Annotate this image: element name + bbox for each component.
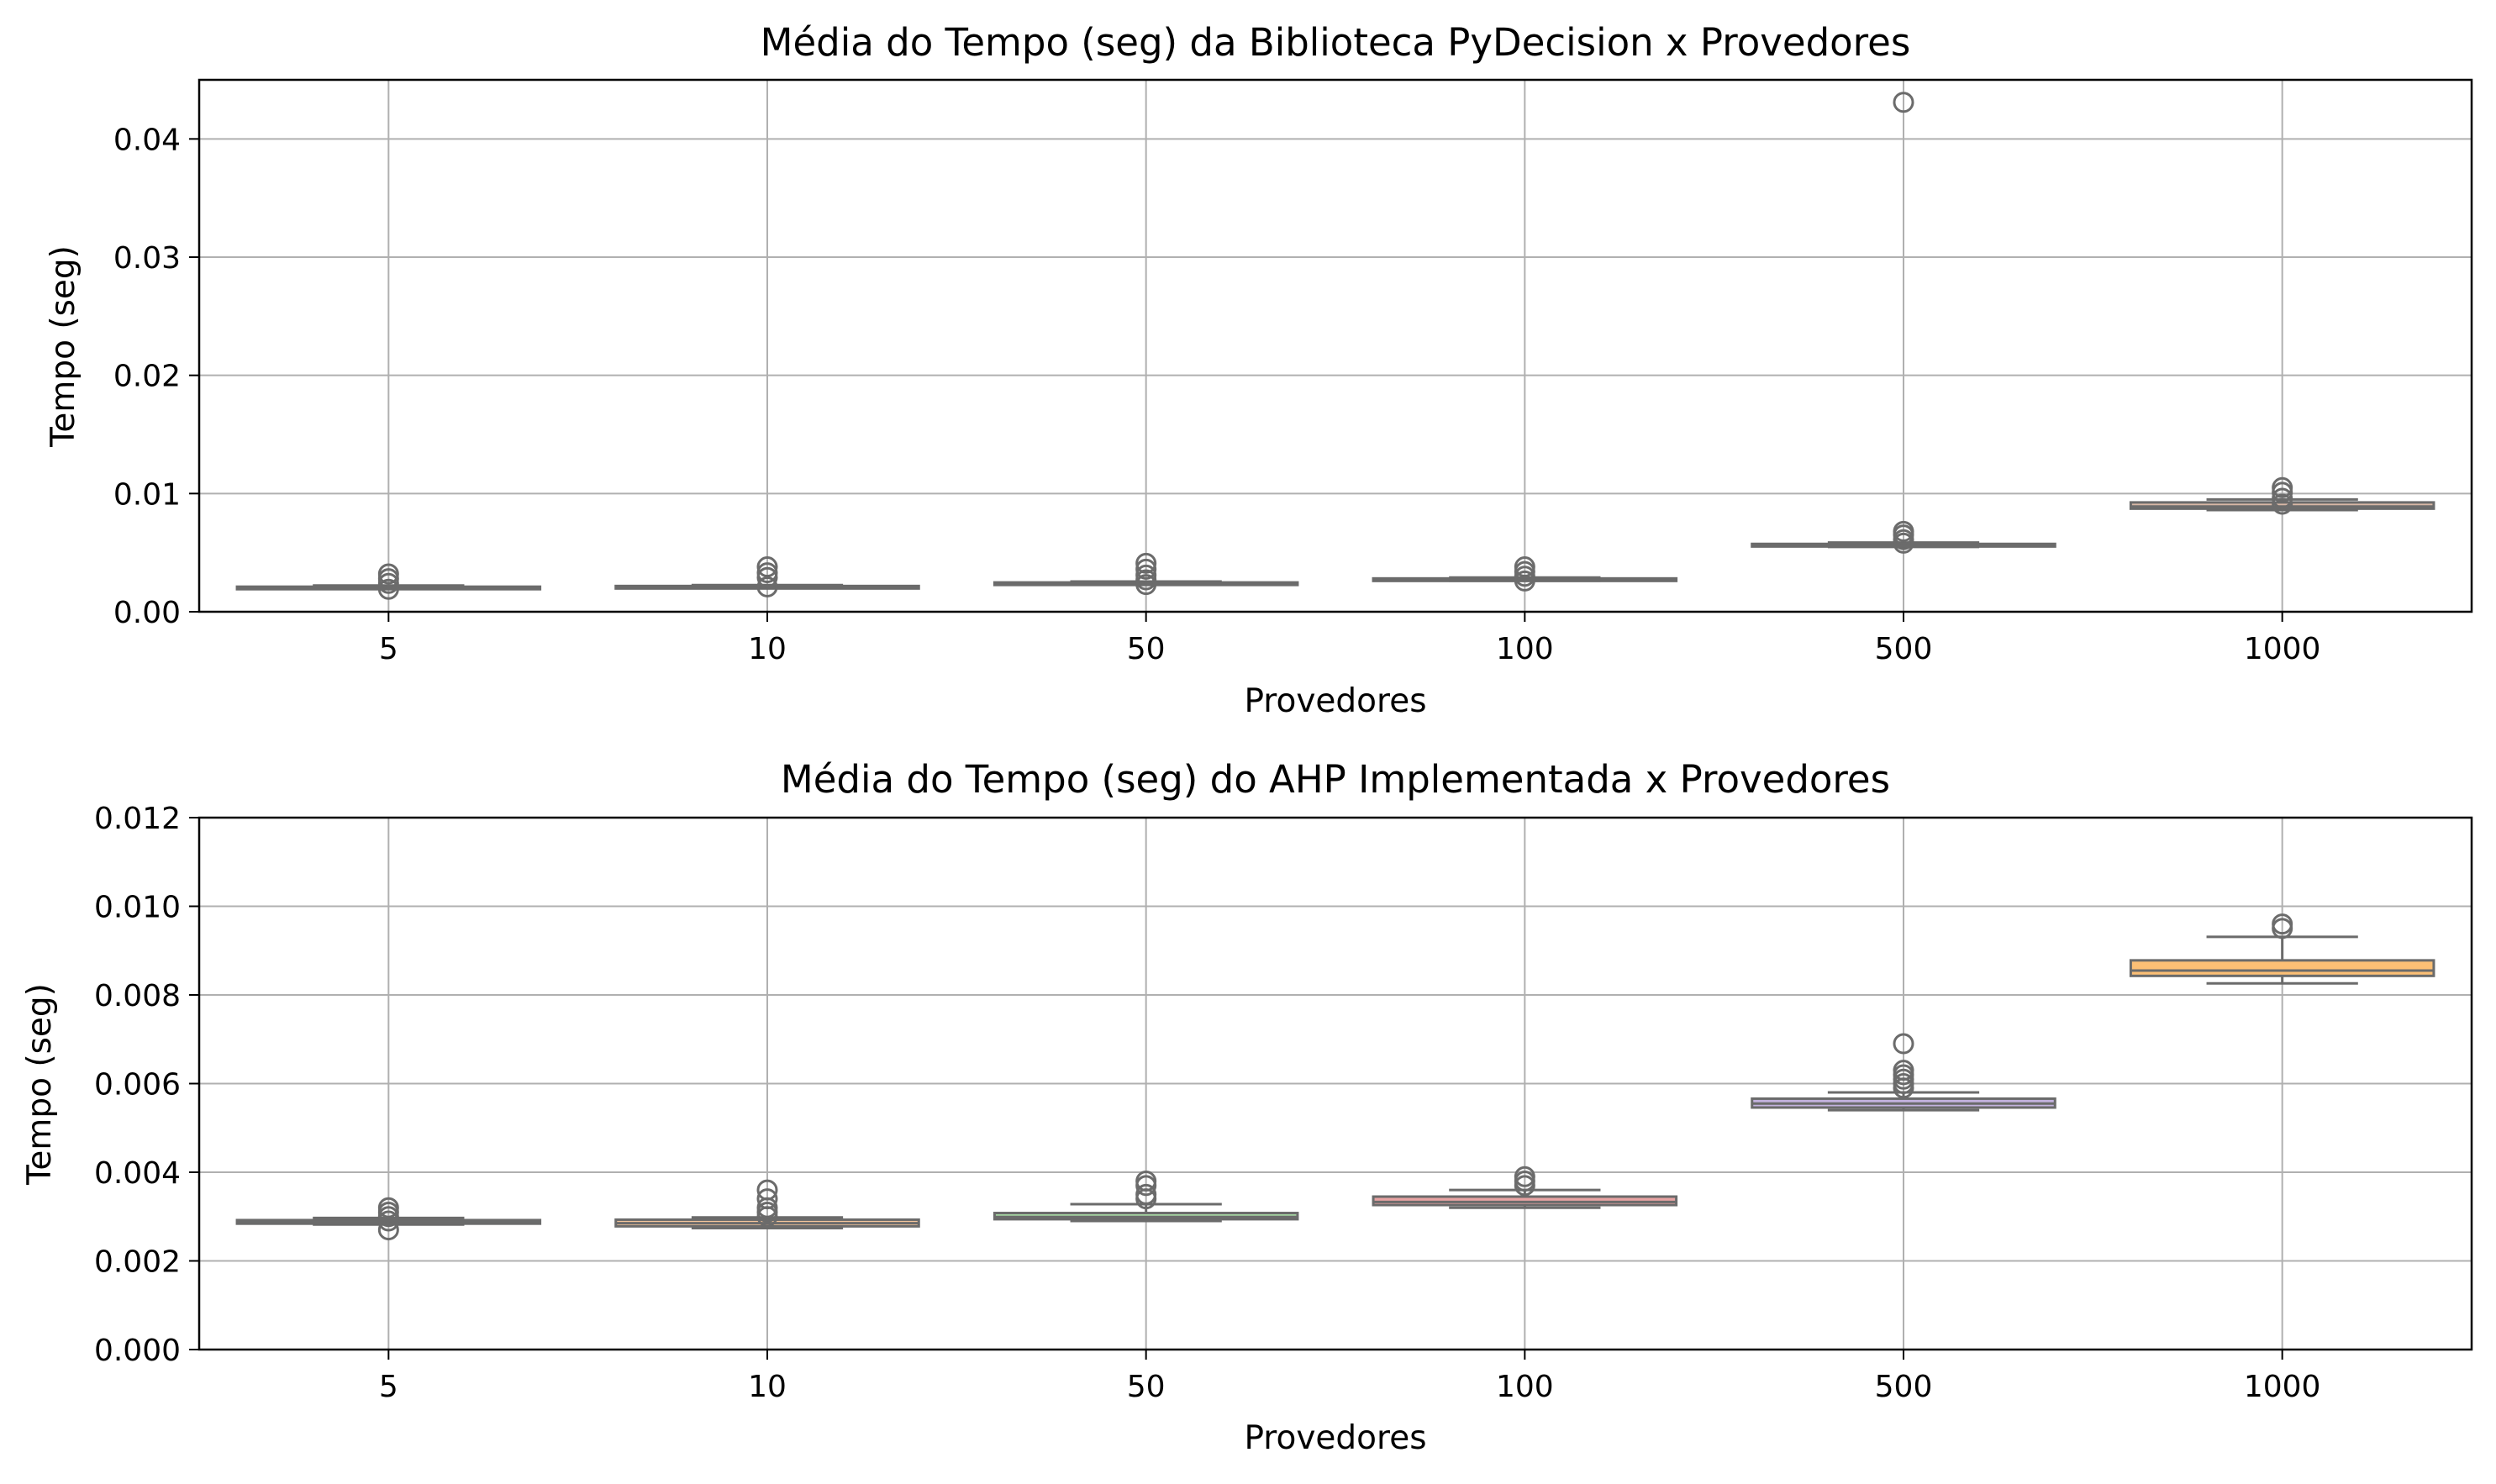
box-50 [993,1171,1299,1223]
grid [199,817,2472,1350]
y-tick-label: 0.002 [94,1245,181,1280]
outlier-point [2272,913,2293,935]
outlier-point [1893,92,1914,113]
box-5 [235,1197,542,1241]
outlier-point [377,563,399,585]
outlier-point [1135,564,1157,586]
outlier-point [1135,552,1157,574]
chart-ahp-implementada: Média do Tempo (seg) do AHP Implementada… [21,757,2473,1457]
outlier-point [756,1188,778,1210]
box-500 [1751,1033,2056,1112]
chart-title: Média do Tempo (seg) da Biblioteca PyDec… [761,20,1911,65]
y-tick-label: 0.04 [113,123,181,157]
y-tick-label: 0.012 [94,802,181,836]
x-tick-label: 5 [379,1370,398,1404]
plot-frame [197,78,2473,613]
x-axis-label: Provedores [1244,1419,1426,1457]
box-100 [1372,556,1678,592]
box-500 [1751,92,2056,554]
x-tick-label: 5 [379,632,398,666]
y-tick-label: 0.02 [113,360,181,394]
y-tick-label: 0.00 [113,596,181,630]
outlier-point [2272,487,2293,509]
y-tick-label: 0.004 [94,1156,181,1191]
outlier-point [377,1197,399,1218]
x-tick-label: 100 [1496,1370,1554,1404]
y-tick-label: 0.008 [94,979,181,1013]
x-tick-label: 10 [748,1370,787,1404]
y-tick-label: 0.010 [94,891,181,925]
x-tick-label: 1000 [2244,632,2321,666]
outlier-point [756,1179,778,1201]
x-tick-label: 50 [1127,1370,1166,1404]
outlier-point [1514,556,1535,578]
x-tick-label: 10 [748,632,787,666]
outlier-point [756,562,778,584]
y-tick-label: 0.000 [94,1334,181,1368]
y-tick-label: 0.03 [113,241,181,276]
y-axis-label: Tempo (seg) [21,983,59,1186]
x-tick-label: 500 [1875,1370,1933,1404]
box-1000 [2129,913,2435,985]
plot-frame [197,816,2473,1351]
outlier-point [1893,1033,1914,1055]
chart-title: Média do Tempo (seg) do AHP Implementada… [781,757,1890,802]
outlier-point [1135,1183,1157,1205]
x-tick-label: 1000 [2244,1370,2321,1404]
y-tick-label: 0.01 [113,477,181,512]
grid [199,80,2472,613]
box-iqr [2129,959,2435,977]
outlier-point [377,578,399,600]
outlier-point [756,556,778,578]
box-10 [614,1179,920,1229]
y-axis-label: Tempo (seg) [45,245,82,448]
x-tick-label: 50 [1127,632,1166,666]
outlier-point [2272,476,2293,498]
outlier-point [1514,1166,1535,1187]
box-100 [1372,1166,1678,1209]
x-tick-label: 500 [1875,632,1933,666]
outlier-point [756,576,778,597]
box-50 [993,552,1299,596]
outlier-point [1893,1060,1914,1081]
outlier-point [1135,558,1157,580]
box-1000 [2129,476,2435,515]
y-tick-label: 0.006 [94,1068,181,1102]
outlier-point [1135,1171,1157,1192]
outlier-point [1893,520,1914,542]
box-5 [235,563,542,600]
outlier-point [2272,493,2293,515]
x-tick-label: 100 [1496,632,1554,666]
x-axis-label: Provedores [1244,682,1426,720]
box-10 [614,556,920,597]
chart-pydecision: Média do Tempo (seg) da Biblioteca PyDec… [45,20,2473,720]
